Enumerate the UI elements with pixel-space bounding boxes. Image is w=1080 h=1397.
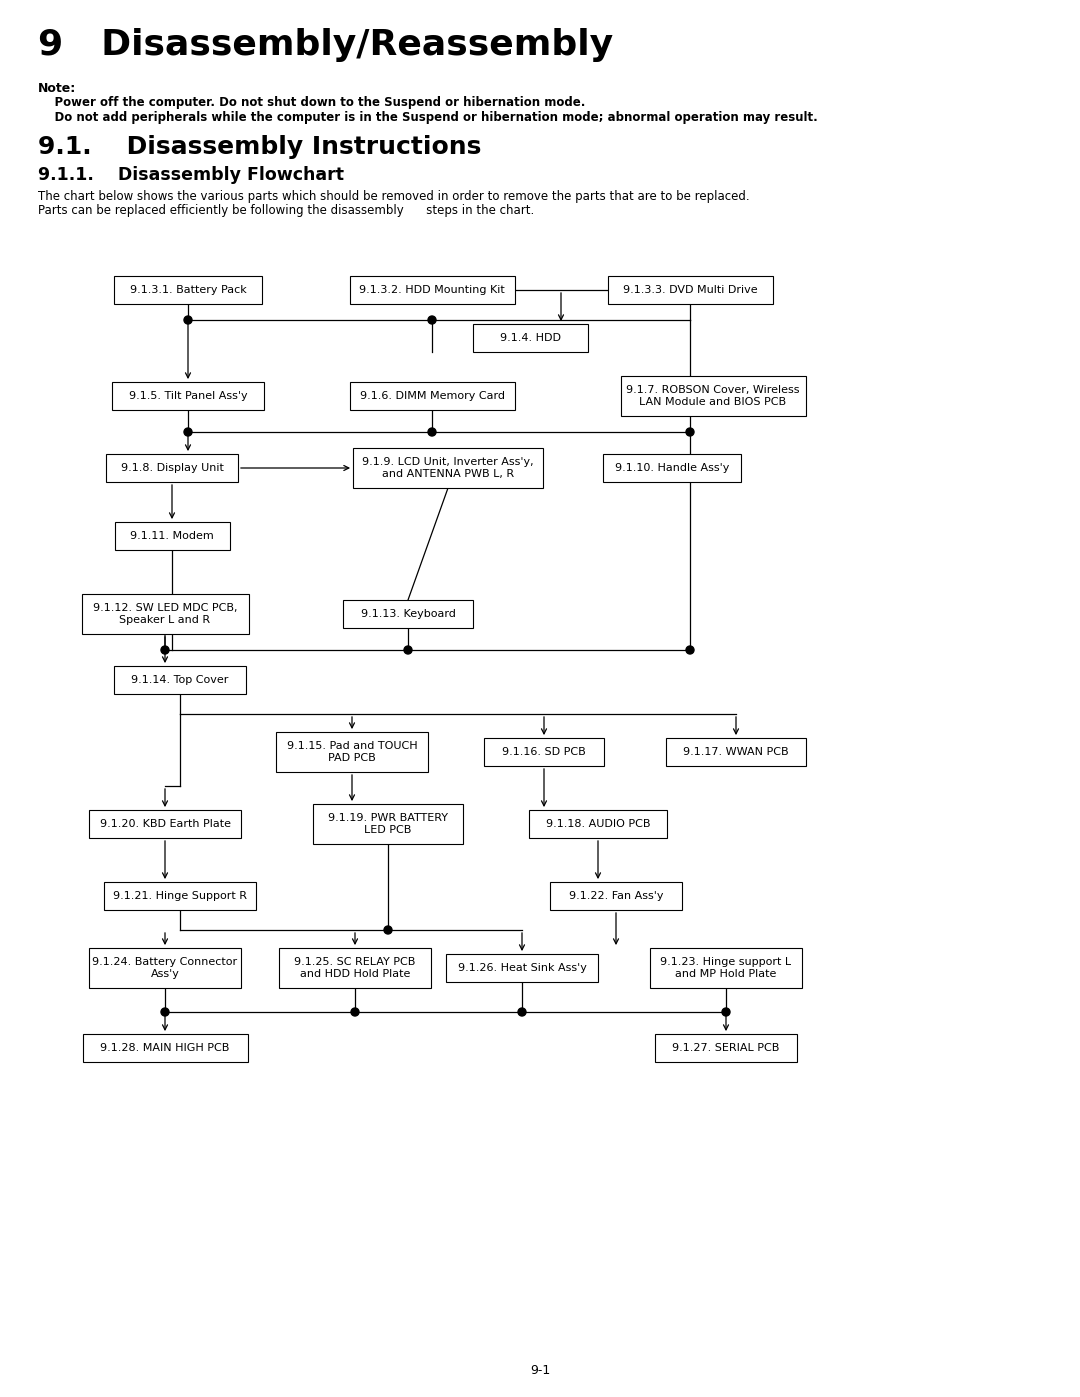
- FancyBboxPatch shape: [343, 599, 473, 629]
- FancyBboxPatch shape: [81, 594, 248, 634]
- Text: 9.1.8. Display Unit: 9.1.8. Display Unit: [121, 462, 224, 474]
- Text: 9-1: 9-1: [530, 1363, 550, 1376]
- Circle shape: [384, 926, 392, 935]
- Text: 9.1.20. KBD Earth Plate: 9.1.20. KBD Earth Plate: [99, 819, 230, 828]
- FancyBboxPatch shape: [114, 522, 229, 550]
- Text: 9.1.16. SD PCB: 9.1.16. SD PCB: [502, 747, 585, 757]
- Text: 9.1.28. MAIN HIGH PCB: 9.1.28. MAIN HIGH PCB: [100, 1044, 230, 1053]
- Circle shape: [686, 427, 694, 436]
- Text: 9.1.12. SW LED MDC PCB,
Speaker L and R: 9.1.12. SW LED MDC PCB, Speaker L and R: [93, 604, 238, 624]
- Circle shape: [184, 316, 192, 324]
- Text: 9   Disassembly/Reassembly: 9 Disassembly/Reassembly: [38, 28, 613, 61]
- Circle shape: [184, 427, 192, 436]
- FancyBboxPatch shape: [106, 454, 238, 482]
- Text: 9.1.23. Hinge support L
and MP Hold Plate: 9.1.23. Hinge support L and MP Hold Plat…: [661, 957, 792, 979]
- FancyBboxPatch shape: [313, 805, 463, 844]
- FancyBboxPatch shape: [114, 277, 262, 305]
- FancyBboxPatch shape: [279, 949, 431, 988]
- FancyBboxPatch shape: [654, 1034, 797, 1062]
- FancyBboxPatch shape: [82, 1034, 247, 1062]
- Text: Note:: Note:: [38, 82, 77, 95]
- Text: Do not add peripherals while the computer is in the Suspend or hibernation mode;: Do not add peripherals while the compute…: [38, 110, 818, 124]
- Text: 9.1.1.    Disassembly Flowchart: 9.1.1. Disassembly Flowchart: [38, 166, 345, 184]
- Text: 9.1.21. Hinge Support R: 9.1.21. Hinge Support R: [113, 891, 247, 901]
- Text: 9.1.24. Battery Connector
Ass'y: 9.1.24. Battery Connector Ass'y: [93, 957, 238, 979]
- Text: 9.1.9. LCD Unit, Inverter Ass'y,
and ANTENNA PWB L, R: 9.1.9. LCD Unit, Inverter Ass'y, and ANT…: [362, 457, 534, 479]
- FancyBboxPatch shape: [276, 732, 428, 773]
- Circle shape: [404, 645, 411, 654]
- Circle shape: [428, 427, 436, 436]
- FancyBboxPatch shape: [529, 810, 667, 838]
- FancyBboxPatch shape: [607, 277, 772, 305]
- Text: 9.1.14. Top Cover: 9.1.14. Top Cover: [132, 675, 229, 685]
- FancyBboxPatch shape: [446, 954, 598, 982]
- FancyBboxPatch shape: [89, 810, 241, 838]
- Circle shape: [351, 1009, 359, 1016]
- Text: Power off the computer. Do not shut down to the Suspend or hibernation mode.: Power off the computer. Do not shut down…: [38, 96, 585, 109]
- Text: 9.1.    Disassembly Instructions: 9.1. Disassembly Instructions: [38, 136, 482, 159]
- FancyBboxPatch shape: [350, 381, 514, 409]
- FancyBboxPatch shape: [112, 381, 264, 409]
- Circle shape: [428, 316, 436, 324]
- Text: 9.1.19. PWR BATTERY
LED PCB: 9.1.19. PWR BATTERY LED PCB: [328, 813, 448, 835]
- Text: The chart below shows the various parts which should be removed in order to remo: The chart below shows the various parts …: [38, 190, 750, 203]
- FancyBboxPatch shape: [550, 882, 681, 909]
- Text: 9.1.22. Fan Ass'y: 9.1.22. Fan Ass'y: [569, 891, 663, 901]
- FancyBboxPatch shape: [350, 277, 514, 305]
- Text: 9.1.15. Pad and TOUCH
PAD PCB: 9.1.15. Pad and TOUCH PAD PCB: [286, 742, 417, 763]
- FancyBboxPatch shape: [666, 738, 806, 766]
- Text: 9.1.5. Tilt Panel Ass'y: 9.1.5. Tilt Panel Ass'y: [129, 391, 247, 401]
- Circle shape: [161, 645, 168, 654]
- Text: Parts can be replaced efficiently be following the disassembly      steps in the: Parts can be replaced efficiently be fol…: [38, 204, 535, 217]
- Text: 9.1.4. HDD: 9.1.4. HDD: [499, 332, 561, 344]
- FancyBboxPatch shape: [473, 324, 588, 352]
- Text: 9.1.3.1. Battery Pack: 9.1.3.1. Battery Pack: [130, 285, 246, 295]
- Text: 9.1.26. Heat Sink Ass'y: 9.1.26. Heat Sink Ass'y: [458, 963, 586, 972]
- FancyBboxPatch shape: [603, 454, 741, 482]
- FancyBboxPatch shape: [650, 949, 802, 988]
- FancyBboxPatch shape: [621, 376, 806, 416]
- Circle shape: [518, 1009, 526, 1016]
- FancyBboxPatch shape: [353, 448, 543, 488]
- Text: 9.1.7. ROBSON Cover, Wireless
LAN Module and BIOS PCB: 9.1.7. ROBSON Cover, Wireless LAN Module…: [626, 386, 800, 407]
- Text: 9.1.17. WWAN PCB: 9.1.17. WWAN PCB: [684, 747, 788, 757]
- Circle shape: [161, 1009, 168, 1016]
- FancyBboxPatch shape: [89, 949, 241, 988]
- FancyBboxPatch shape: [104, 882, 256, 909]
- FancyBboxPatch shape: [484, 738, 604, 766]
- Text: 9.1.11. Modem: 9.1.11. Modem: [130, 531, 214, 541]
- Text: 9.1.13. Keyboard: 9.1.13. Keyboard: [361, 609, 456, 619]
- Text: 9.1.3.2. HDD Mounting Kit: 9.1.3.2. HDD Mounting Kit: [360, 285, 504, 295]
- Text: 9.1.3.3. DVD Multi Drive: 9.1.3.3. DVD Multi Drive: [623, 285, 757, 295]
- Circle shape: [723, 1009, 730, 1016]
- Text: 9.1.27. SERIAL PCB: 9.1.27. SERIAL PCB: [673, 1044, 780, 1053]
- Circle shape: [686, 645, 694, 654]
- Text: 9.1.25. SC RELAY PCB
and HDD Hold Plate: 9.1.25. SC RELAY PCB and HDD Hold Plate: [295, 957, 416, 979]
- Text: 9.1.6. DIMM Memory Card: 9.1.6. DIMM Memory Card: [360, 391, 504, 401]
- FancyBboxPatch shape: [114, 666, 246, 694]
- Text: 9.1.18. AUDIO PCB: 9.1.18. AUDIO PCB: [545, 819, 650, 828]
- Text: 9.1.10. Handle Ass'y: 9.1.10. Handle Ass'y: [615, 462, 729, 474]
